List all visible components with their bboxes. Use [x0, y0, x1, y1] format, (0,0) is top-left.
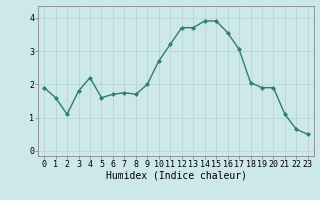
X-axis label: Humidex (Indice chaleur): Humidex (Indice chaleur)	[106, 171, 246, 181]
